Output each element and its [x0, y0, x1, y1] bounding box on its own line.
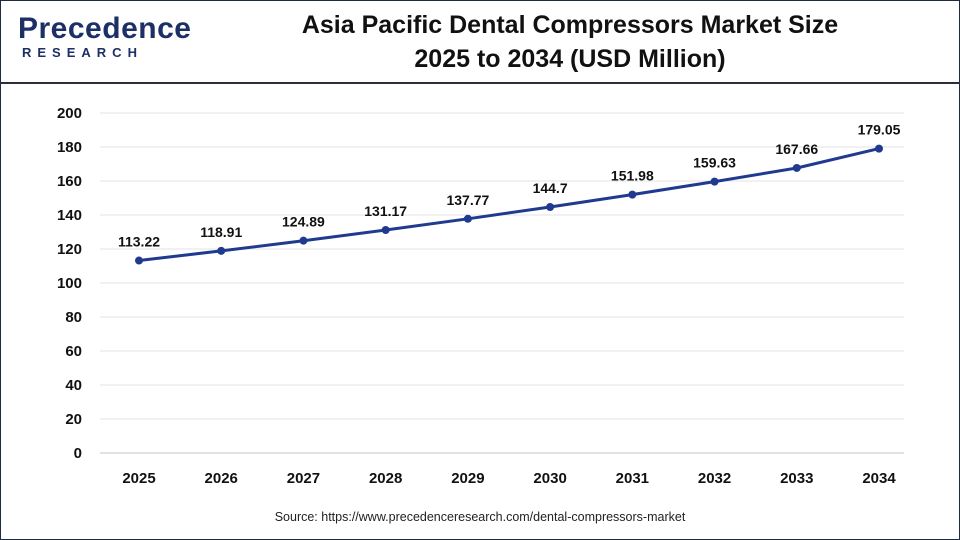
- series-line-group: [137, 147, 881, 262]
- x-tick-label: 2034: [862, 470, 896, 487]
- y-tick-label: 200: [57, 105, 82, 122]
- y-tick-label: 80: [65, 309, 82, 326]
- data-label: 144.7: [533, 180, 568, 196]
- logo-subtitle: RESEARCH: [22, 45, 143, 60]
- x-tick-label: 2026: [205, 470, 238, 487]
- data-points: [135, 144, 883, 265]
- x-tick-label: 2032: [698, 470, 731, 487]
- x-tick-label: 2030: [533, 470, 566, 487]
- source-note: Source: https://www.precedenceresearch.c…: [274, 510, 686, 524]
- data-point: [299, 236, 308, 245]
- gridlines: [100, 112, 904, 420]
- data-point: [628, 190, 637, 199]
- x-tick-label: 2028: [369, 470, 402, 487]
- data-label: 159.63: [693, 155, 736, 171]
- data-point: [217, 246, 226, 255]
- data-label: 167.66: [775, 141, 818, 157]
- y-tick-label: 0: [74, 445, 82, 462]
- logo-wordmark: Precedence: [18, 12, 192, 45]
- x-tick-label: 2025: [122, 470, 155, 487]
- y-tick-label: 180: [57, 139, 82, 156]
- y-tick-label: 120: [57, 241, 82, 258]
- x-tick-label: 2027: [287, 470, 320, 487]
- chart-title: Asia Pacific Dental Compressors Market S…: [220, 8, 920, 76]
- x-axis-tick-labels: 2025 2026 2027 2028 2029 2030 2031 2032 2033 2034: [122, 470, 896, 487]
- header: Precedence RESEARCH Asia Pacific Dental …: [0, 0, 960, 84]
- line-chart: 0 20 40 60 80 100 120 140 160 180 200 2025 2026 2027…: [57, 105, 904, 487]
- data-point: [381, 226, 390, 235]
- data-label: 137.77: [446, 192, 489, 208]
- y-tick-label: 160: [57, 173, 82, 190]
- data-label: 179.05: [858, 122, 901, 138]
- y-tick-label: 40: [65, 377, 82, 394]
- chart-title-line-1: Asia Pacific Dental Compressors Market S…: [301, 11, 839, 39]
- data-label: 151.98: [611, 168, 654, 184]
- data-label: 131.17: [364, 203, 407, 219]
- x-tick-label: 2029: [451, 470, 484, 487]
- y-axis-tick-labels: 0 20 40 60 80 100 120 140 160 180 200: [57, 105, 82, 462]
- data-label: 118.91: [200, 224, 242, 240]
- data-label: 113.22: [118, 234, 160, 250]
- y-tick-label: 20: [65, 411, 82, 428]
- y-tick-label: 140: [57, 207, 82, 224]
- data-point: [710, 177, 719, 186]
- y-tick-label: 60: [65, 343, 82, 360]
- data-point: [792, 163, 801, 172]
- data-point: [546, 203, 555, 212]
- x-tick-label: 2033: [780, 470, 813, 487]
- data-point: [875, 144, 883, 153]
- chart-title-line-2: 2025 to 2034 (USD Million): [414, 45, 726, 73]
- data-point: [463, 214, 472, 223]
- data-label: 124.89: [282, 214, 325, 230]
- precedence-research-logo: Precedence RESEARCH: [18, 12, 192, 64]
- data-labels: 113.22 118.91 124.89 131.17 137.77 144.7 151.9…: [118, 122, 901, 250]
- y-tick-label: 100: [57, 275, 82, 292]
- data-point: [135, 256, 143, 265]
- x-tick-label: 2031: [616, 470, 649, 487]
- series-line: [137, 147, 881, 262]
